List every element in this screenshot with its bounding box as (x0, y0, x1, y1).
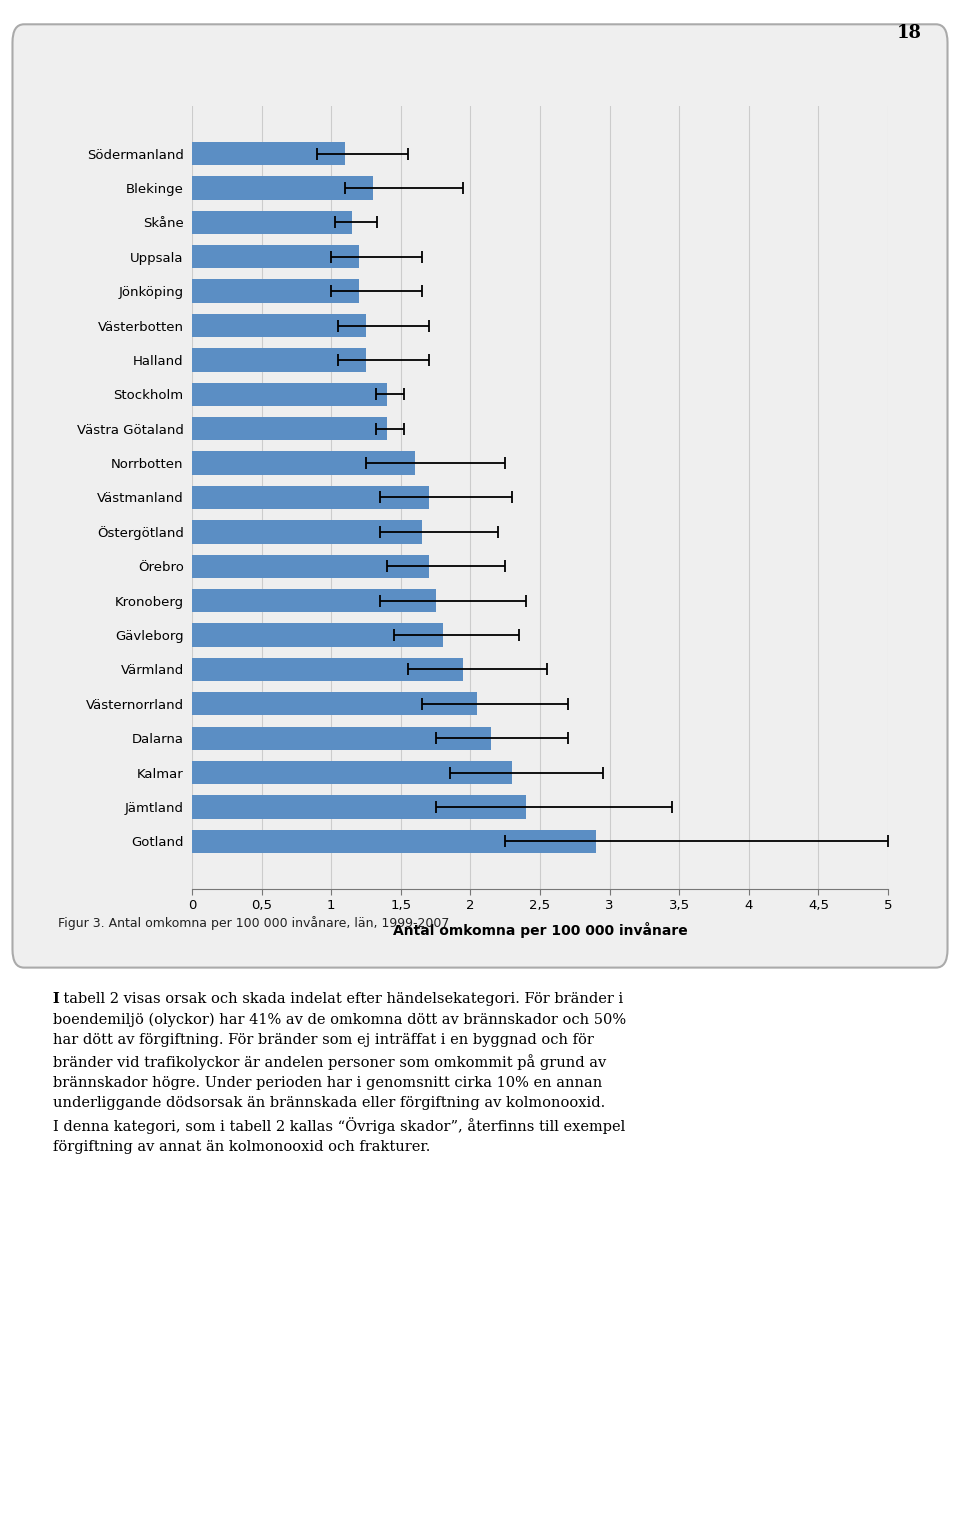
Bar (192, 314, 366, 337)
Bar (192, 486, 428, 509)
Bar (192, 451, 415, 475)
Bar (192, 176, 372, 199)
Bar (192, 141, 346, 166)
Bar (192, 348, 366, 372)
Bar (192, 829, 595, 854)
Bar (192, 211, 352, 234)
Bar (192, 554, 428, 577)
Bar (192, 245, 359, 269)
Text: 18: 18 (897, 24, 922, 43)
Bar (192, 279, 359, 302)
Bar (192, 693, 477, 715)
FancyBboxPatch shape (12, 24, 948, 968)
Bar (192, 589, 436, 612)
Text: I: I (53, 992, 60, 1006)
Bar (192, 418, 387, 441)
Bar (192, 383, 387, 406)
Bar (192, 658, 464, 681)
Bar (192, 761, 513, 784)
Bar (192, 623, 443, 647)
Bar (192, 519, 421, 544)
Text: Figur 3. Antal omkomna per 100 000 invånare, län, 1999-2007: Figur 3. Antal omkomna per 100 000 invån… (58, 916, 449, 930)
Bar (192, 796, 526, 819)
X-axis label: Antal omkomna per 100 000 invånare: Antal omkomna per 100 000 invånare (393, 922, 687, 937)
Text: I tabell 2 visas orsak och skada indelat efter händelsekategori. För bränder i
b: I tabell 2 visas orsak och skada indelat… (53, 992, 626, 1154)
Bar (192, 726, 492, 750)
